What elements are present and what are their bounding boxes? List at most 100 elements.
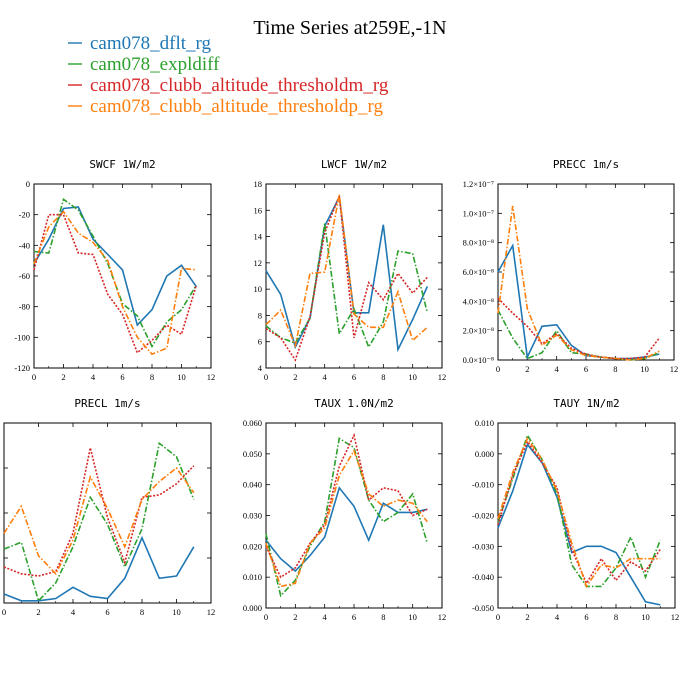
x-tick-label: 12 (438, 612, 447, 622)
series-line-cam078_dflt_rg (3, 535, 195, 602)
series-line-cam078_expldiff (497, 309, 660, 361)
series-line-cam078_clubb_altitude_thresholdm_rg (33, 213, 198, 355)
x-tick-label: 0 (264, 372, 268, 382)
series-line-cam078_dflt_rg (33, 206, 197, 327)
y-tick-label: 0.040 (243, 480, 262, 490)
series-line-cam078_clubb_altitude_thresholdp_rg (265, 194, 428, 349)
x-tick-label: 2 (293, 612, 297, 622)
x-tick-label: 10 (177, 372, 186, 382)
x-tick-label: 0 (32, 372, 36, 382)
y-tick-label: -120 (14, 363, 30, 373)
y-tick-label: -60 (19, 271, 30, 281)
y-tick-label: 18 (254, 179, 263, 189)
x-tick-label: 2 (36, 607, 40, 617)
series-line-cam078_dflt_rg (265, 486, 428, 573)
x-tick-label: 8 (614, 612, 618, 622)
legend-label-0: cam078_dflt_rg (90, 33, 212, 54)
y-tick-label: 0.010 (243, 572, 262, 582)
x-tick-label: 12 (207, 372, 216, 382)
x-tick-label: 4 (555, 364, 560, 374)
x-tick-label: 6 (584, 364, 588, 374)
legend-label-3: cam078_clubb_altitude_thresholdp_rg (90, 96, 384, 117)
x-tick-label: 6 (352, 372, 356, 382)
y-tick-label: 0.000 (475, 449, 494, 459)
x-tick-label: 8 (150, 372, 154, 382)
x-tick-label: 10 (408, 612, 417, 622)
x-tick-label: 12 (670, 364, 679, 374)
x-tick-label: 10 (172, 607, 181, 617)
x-tick-label: 4 (91, 372, 96, 382)
y-tick-label: -0.010 (472, 480, 494, 490)
panel-2: PRECC 1m/s 0 2 4 6 8 10 12 0.0×10⁻⁸ 2.0×10⁻⁸ 4.0×1… (463, 158, 679, 374)
series-line-cam078_clubb_altitude_thresholdm_rg (265, 195, 428, 362)
legend-label-2: cam078_clubb_altitude_thresholdm_rg (90, 75, 389, 96)
x-tick-label: 4 (555, 612, 560, 622)
y-tick-label: -0.040 (472, 572, 494, 582)
series-line-cam078_clubb_altitude_thresholdm_rg (497, 297, 660, 360)
y-tick-label: 6 (258, 337, 262, 347)
y-tick-label: 0 (26, 179, 30, 189)
panel-title: PRECC 1m/s (553, 158, 619, 171)
y-tick-label: -0.020 (472, 511, 494, 521)
y-tick-label: -40 (19, 240, 30, 250)
panel-title: PRECL 1m/s (74, 397, 140, 410)
series-line-cam078_clubb_altitude_thresholdp_rg (265, 448, 428, 588)
panel-0: SWCF 1W/m2 0 2 4 6 8 10 12 -120 -100 -80 -60 -40 -20 0 (14, 158, 215, 382)
x-tick-label: 4 (71, 607, 76, 617)
y-tick-label: 1.2×10⁻⁷ (463, 179, 494, 189)
y-tick-label: 8 (258, 310, 262, 320)
panel-5: TAUY 1N/m2 0 2 4 6 8 10 12 -0.050 -0.040 -0.030 -0.… (472, 397, 679, 622)
series-line-cam078_clubb_altitude_thresholdm_rg (3, 447, 195, 577)
x-tick-label: 0 (264, 612, 268, 622)
panel-4: TAUX 1.0N/m2 0 2 4 6 8 10 12 0.000 0.010 0.020 0.03… (243, 397, 446, 622)
y-tick-label: 2.0×10⁻⁸ (463, 326, 494, 336)
series-line-cam078_clubb_altitude_thresholdp_rg (33, 210, 197, 356)
x-tick-label: 2 (525, 364, 529, 374)
y-tick-label: 8.0×10⁻⁸ (463, 238, 494, 248)
x-tick-label: 8 (613, 364, 617, 374)
x-tick-label: 0 (496, 364, 500, 374)
series-line-cam078_dflt_rg (497, 442, 661, 606)
x-tick-label: 12 (671, 612, 680, 622)
y-tick-label: -0.030 (472, 541, 494, 551)
legend: cam078_dflt_rgcam078_expldiffcam078_club… (68, 33, 389, 117)
panel-1: LWCF 1W/m2 0 2 4 6 8 10 12 4 6 8 10 12 14 16 18 (254, 158, 447, 382)
y-tick-label: 10 (254, 284, 263, 294)
y-tick-label: 0.060 (243, 418, 262, 428)
x-tick-label: 10 (640, 364, 649, 374)
x-tick-label: 6 (105, 607, 109, 617)
x-tick-label: 12 (207, 607, 216, 617)
x-tick-label: 8 (140, 607, 144, 617)
panel-title: TAUX 1.0N/m2 (314, 397, 393, 410)
y-tick-label: 14 (254, 232, 263, 242)
legend-label-1: cam078_expldiff (90, 54, 220, 75)
y-tick-label: 16 (254, 205, 263, 215)
x-tick-label: 12 (438, 372, 447, 382)
axes-frame (265, 183, 443, 369)
series-line-cam078_expldiff (265, 437, 429, 598)
x-tick-label: 2 (293, 372, 297, 382)
panel-title: TAUY 1N/m2 (553, 397, 619, 410)
y-tick-label: -100 (14, 332, 30, 342)
y-tick-label: 0.010 (475, 418, 494, 428)
x-tick-label: 10 (408, 372, 417, 382)
x-tick-label: 8 (381, 612, 385, 622)
series-line-cam078_expldiff (33, 197, 197, 349)
y-tick-label: 0.0×10⁻⁸ (463, 355, 494, 365)
x-tick-label: 0 (496, 612, 500, 622)
y-tick-label: 12 (254, 258, 263, 268)
y-tick-label: 0.020 (243, 541, 262, 551)
y-tick-label: 0.030 (243, 511, 262, 521)
y-tick-label: 0.050 (243, 449, 262, 459)
x-tick-label: 10 (641, 612, 650, 622)
series-line-cam078_clubb_altitude_thresholdm_rg (265, 432, 428, 579)
x-tick-label: 4 (323, 612, 328, 622)
axes-frame (497, 422, 676, 609)
figure-title: Time Series at259E,-1N (253, 17, 446, 39)
panel-3: PRECL 1m/s0246810120.0×10⁻⁹2.0×10⁻⁹4.0×1… (0, 397, 215, 617)
x-tick-label: 2 (61, 372, 65, 382)
series-line-cam078_expldiff (3, 441, 195, 603)
series-line-cam078_clubb_altitude_thresholdp_rg (497, 436, 661, 589)
x-tick-label: 8 (381, 372, 385, 382)
